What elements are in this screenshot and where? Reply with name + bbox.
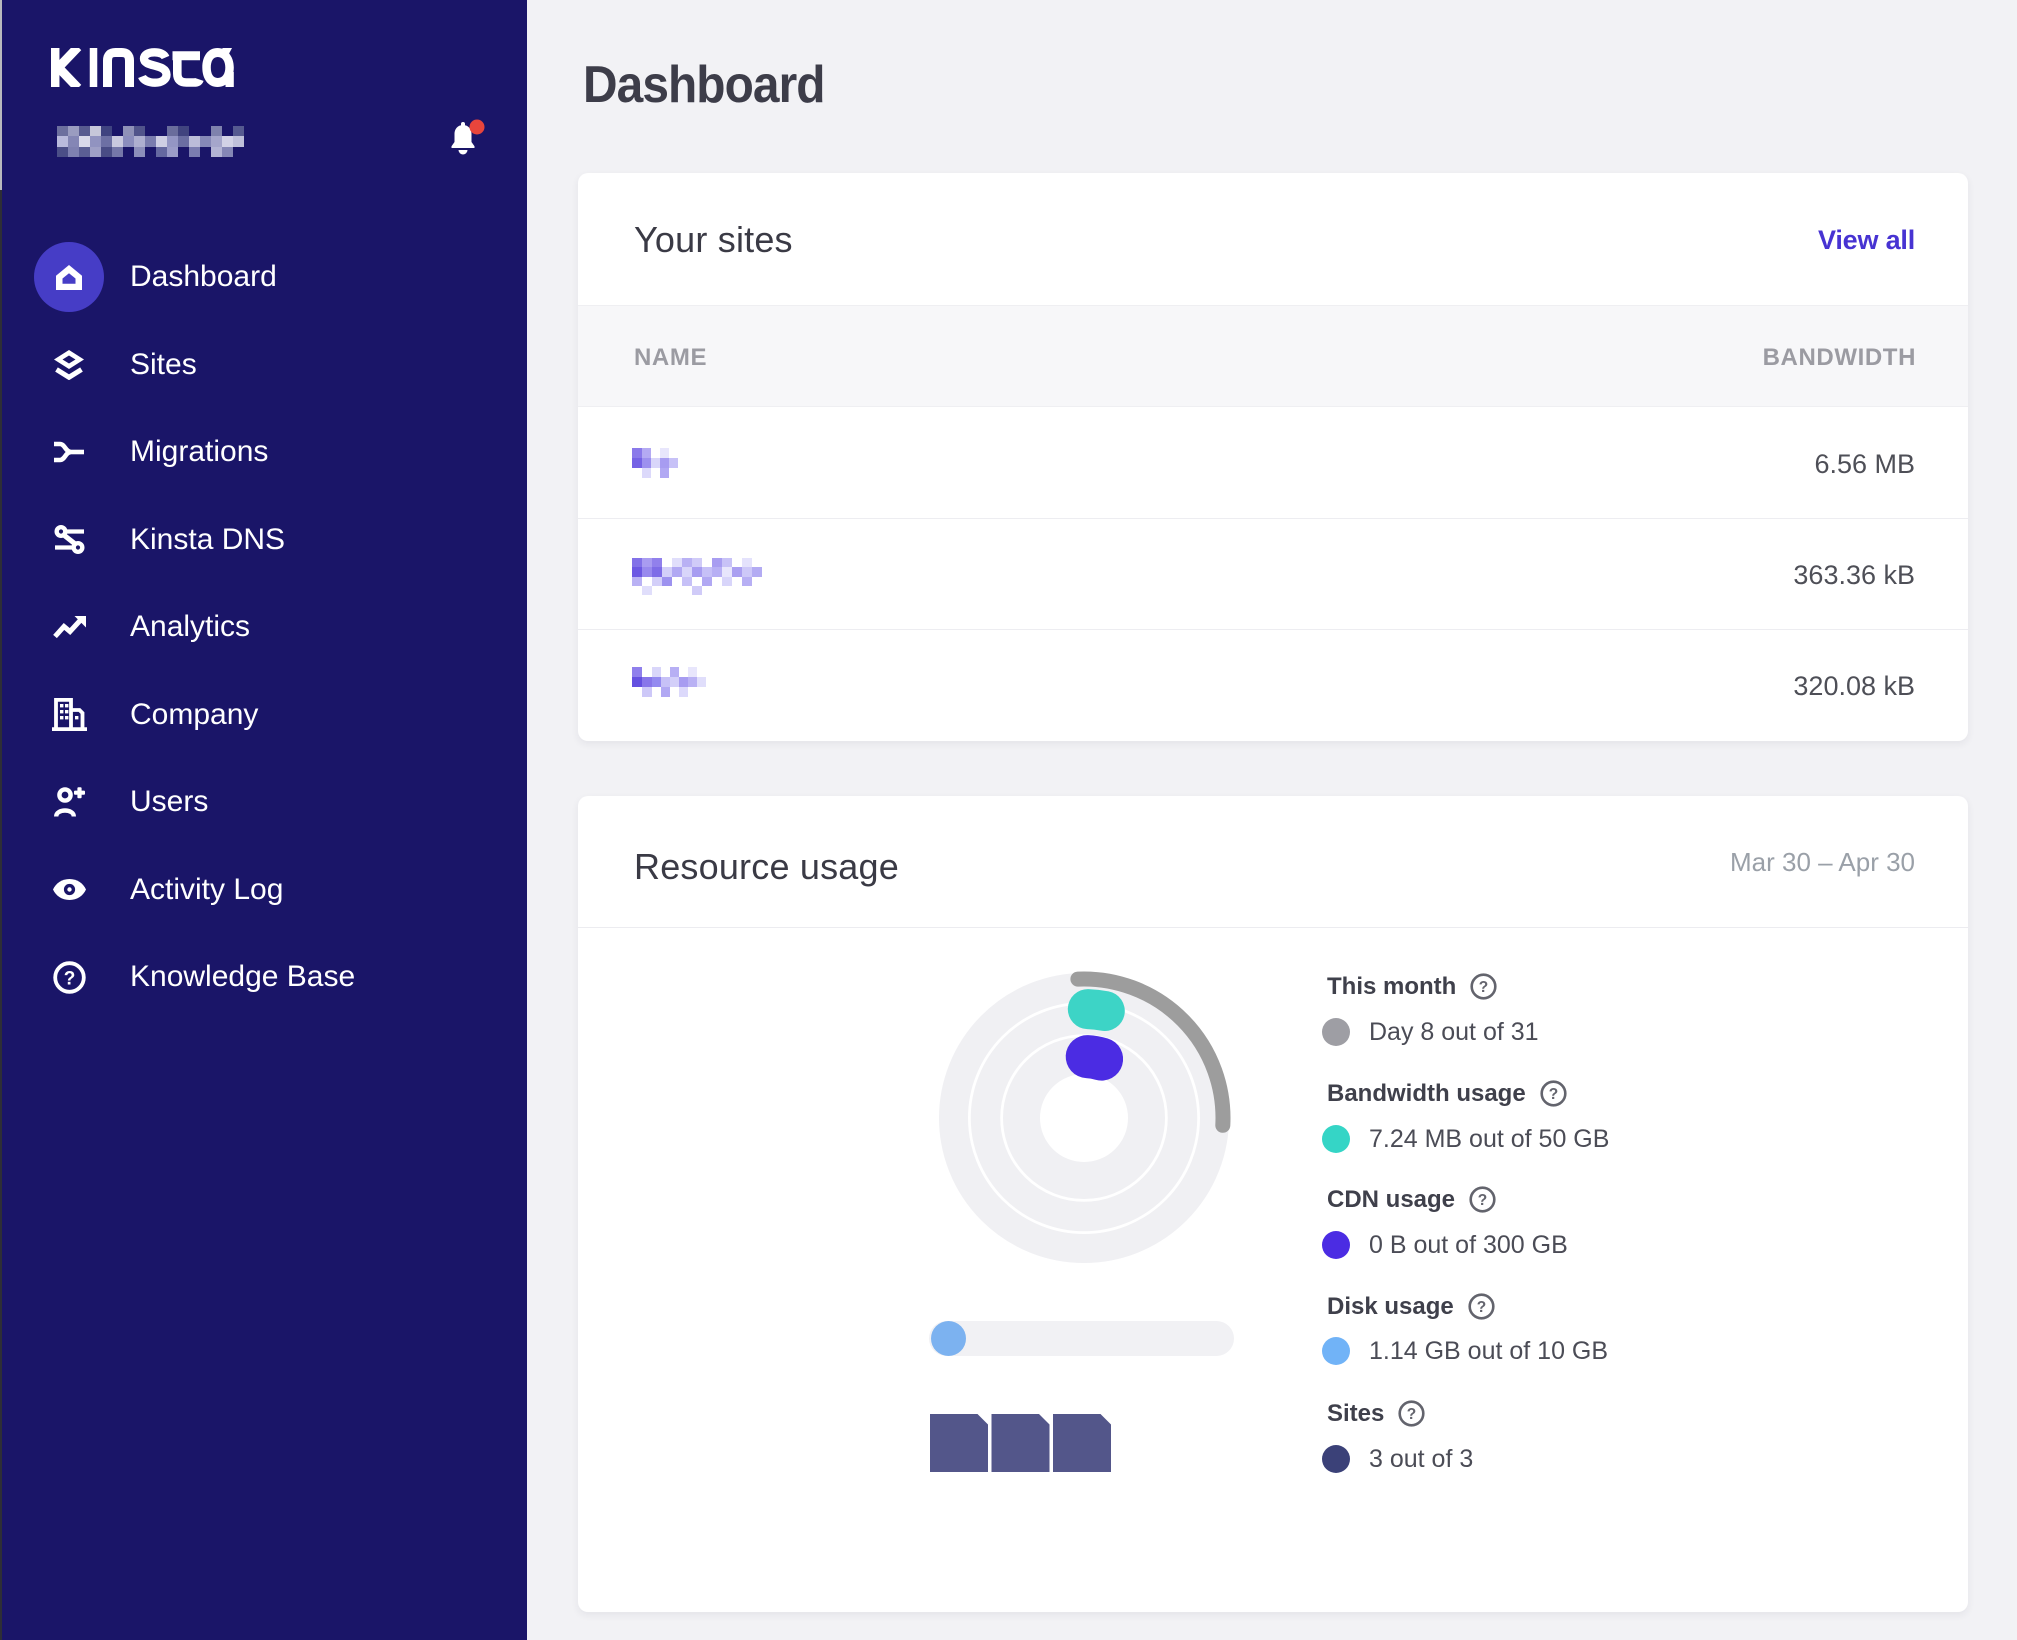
svg-text:?: ? xyxy=(1407,1406,1416,1423)
svg-text:?: ? xyxy=(1548,1086,1557,1103)
svg-text:?: ? xyxy=(1477,1299,1486,1316)
svg-text:?: ? xyxy=(1479,979,1488,996)
svg-text:?: ? xyxy=(1478,1192,1487,1209)
svg-text:?: ? xyxy=(63,968,75,989)
